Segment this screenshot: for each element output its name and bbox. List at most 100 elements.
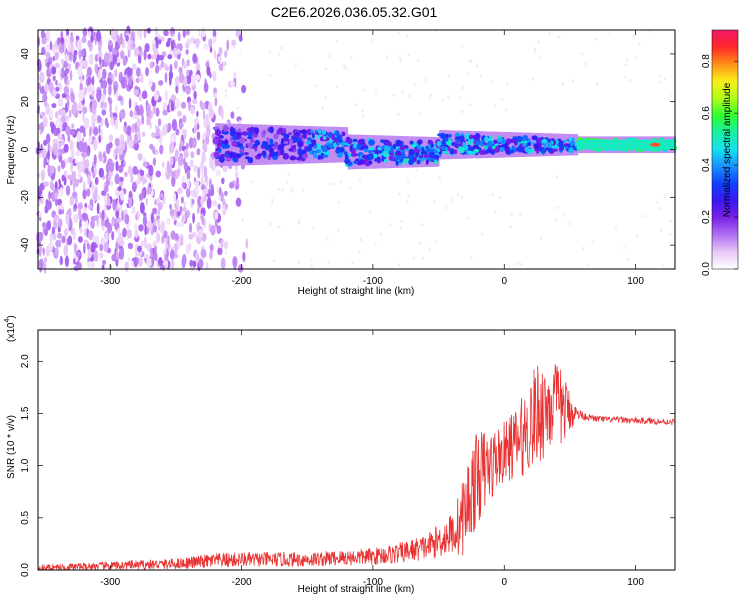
snr-y-multiplier: (x104) xyxy=(4,315,17,342)
spectrogram-cell xyxy=(191,74,196,86)
spectrogram-cell xyxy=(165,41,170,48)
spectrogram-cell xyxy=(160,193,164,199)
spectrogram-cell xyxy=(83,207,87,213)
spectrogram-cell xyxy=(74,178,79,188)
spectrogram-cell xyxy=(137,53,142,64)
spectrogram-cell xyxy=(352,138,358,143)
spectrogram-cell xyxy=(202,188,209,195)
spectrogram-cell xyxy=(531,135,538,141)
spectrogram-cell xyxy=(206,65,211,76)
spectrogram-cell xyxy=(218,148,222,154)
spectrogram-cell xyxy=(456,136,461,141)
spectrogram-cell xyxy=(399,58,402,62)
spectrogram-cell xyxy=(45,51,51,58)
spectrogram-cell xyxy=(94,188,98,200)
spectrogram-cell xyxy=(177,110,182,117)
spectrogram-cell xyxy=(70,91,75,103)
spectrogram-cell xyxy=(420,223,424,227)
spectrogram-cell xyxy=(328,144,334,149)
spectrogram-cell xyxy=(414,83,417,87)
spectrogram-cell xyxy=(73,203,77,210)
spectrogram-cell xyxy=(217,247,223,256)
spectrogram-cell xyxy=(180,101,187,109)
spectrogram-cell xyxy=(150,247,153,259)
spectrogram-cell xyxy=(54,181,58,191)
spectrogram-cell xyxy=(659,228,663,233)
spectrogram-cell xyxy=(362,88,365,92)
spectrogram-cell xyxy=(67,42,71,53)
spectrogram-cell xyxy=(176,168,180,177)
spectrogram-cell xyxy=(89,126,92,137)
spectrogram-cell xyxy=(155,170,161,178)
snr-panel: -300 -200 -100 0 100 0.0 0.5 1.0 1.5 2.0 Height … xyxy=(4,315,676,595)
spectrogram-cell xyxy=(77,169,81,180)
spectrogram-cell xyxy=(239,148,245,153)
spectrogram-cell xyxy=(43,262,47,274)
spectrogram-cell xyxy=(46,220,51,231)
spectrogram-cell xyxy=(75,35,80,41)
spectrogram-cell xyxy=(276,129,281,135)
spectrogram-cell xyxy=(77,236,83,243)
spectrogram-cell xyxy=(361,154,368,159)
spectrogram-cell xyxy=(316,149,322,153)
spectrogram-cell xyxy=(69,178,73,186)
spectrogram-cell xyxy=(61,174,66,182)
spectrogram-cell xyxy=(96,202,100,215)
spectrogram-cell xyxy=(101,109,107,116)
spectrogram-cell xyxy=(358,134,361,169)
spectrogram-cell xyxy=(57,109,64,116)
spectrogram-cell xyxy=(171,118,177,131)
spectrogram-cell xyxy=(624,63,627,67)
spectrogram-cell xyxy=(155,64,160,74)
spectrogram-cell xyxy=(440,132,446,139)
spectrogram-cell xyxy=(82,189,87,200)
snr-y-tick-label: 1.0 xyxy=(20,458,31,472)
spectrogram-cell xyxy=(468,134,473,140)
spectrogram-cell xyxy=(44,44,51,53)
spectrogram-cell xyxy=(85,219,89,229)
spectrogram-cell xyxy=(324,96,327,100)
spectrogram-cell xyxy=(141,173,145,186)
spectrogram-x-ticks: -300 -200 -100 0 100 xyxy=(100,30,644,287)
spectrogram-cell xyxy=(205,261,209,270)
spectrogram-cell xyxy=(152,157,157,166)
spectrogram-cell xyxy=(170,230,176,240)
spectrogram-cell xyxy=(474,141,481,146)
spectrogram-cell xyxy=(65,214,70,226)
spectrogram-cell xyxy=(336,39,339,43)
spectrogram-cell xyxy=(221,108,224,120)
spectrogram-cell xyxy=(530,132,533,157)
colorbar-tick-label: 0.8 xyxy=(701,54,712,68)
spectrogram-cell xyxy=(133,89,139,96)
snr-series-line xyxy=(37,364,675,571)
spectrogram-cell xyxy=(80,49,86,57)
spectrogram-cell xyxy=(398,54,402,59)
spectrogram-cell xyxy=(168,73,172,86)
colorbar-ticks: 0.0 0.2 0.4 0.6 0.8 xyxy=(701,54,738,276)
spectrogram-cell xyxy=(636,235,639,239)
spectrogram-cell xyxy=(344,66,347,71)
spectrogram-cell xyxy=(90,32,94,44)
spectrogram-cell xyxy=(436,140,441,147)
spectrogram-cell xyxy=(40,193,44,205)
spectrogram-cell xyxy=(129,110,134,118)
spectrogram-cell xyxy=(131,43,136,48)
spectrogram-cell xyxy=(513,132,516,158)
spectrogram-cell xyxy=(218,195,221,199)
spectrogram-cell xyxy=(201,151,206,164)
spectrogram-cell xyxy=(181,215,186,223)
spectrogram-cell xyxy=(102,68,107,80)
spectrogram-cell xyxy=(229,181,234,189)
spectrogram-cell xyxy=(464,130,467,159)
spectrogram-cell xyxy=(569,222,572,226)
spectrogram-cell xyxy=(212,137,219,145)
spectrogram-cell xyxy=(236,153,242,159)
spectrogram-cell xyxy=(60,115,66,123)
spectrogram-cell xyxy=(257,153,263,157)
spectrogram-cell xyxy=(65,185,71,196)
spectrogram-cell xyxy=(108,71,112,79)
spectrogram-cell xyxy=(399,145,406,151)
spectrogram-cell xyxy=(105,179,111,187)
spectrogram-cell xyxy=(409,140,414,145)
spectrogram-cell xyxy=(127,49,131,59)
